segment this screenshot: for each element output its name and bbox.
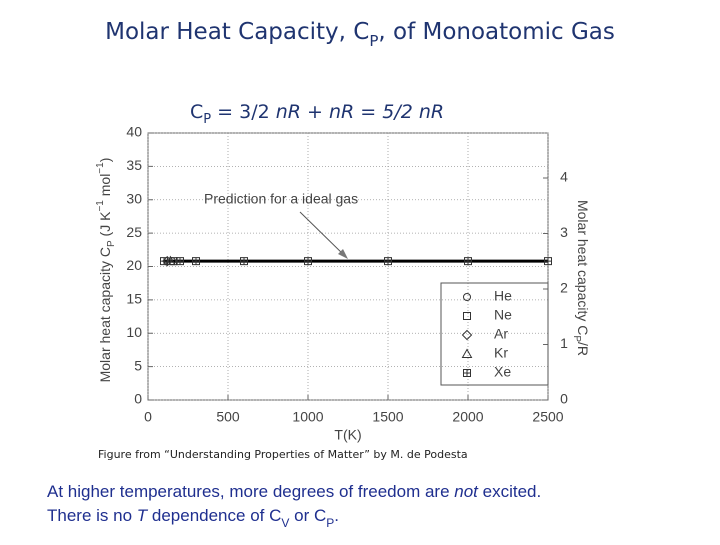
annotation: Prediction for a ideal gas bbox=[204, 191, 358, 207]
y2-tick-label: 0 bbox=[560, 391, 568, 407]
marker bbox=[160, 257, 168, 266]
legend-label: Ne bbox=[494, 307, 512, 323]
marker bbox=[461, 348, 473, 358]
formula-part: n bbox=[419, 101, 431, 123]
x-tick-label: 1000 bbox=[292, 409, 323, 425]
formula-subscript: P bbox=[203, 112, 211, 127]
marker bbox=[463, 293, 471, 301]
caption: Figure from “Understanding Properties of… bbox=[98, 448, 468, 461]
marker bbox=[461, 329, 473, 341]
arrow-head bbox=[338, 249, 348, 259]
marker bbox=[544, 257, 552, 266]
title-subscript: P bbox=[369, 32, 378, 50]
formula: CP = 3/2 nR + nR = 5/2 nR bbox=[190, 101, 444, 128]
legend-label: Kr bbox=[494, 345, 508, 361]
marker bbox=[304, 257, 312, 266]
legend-label: Xe bbox=[494, 364, 511, 380]
y-tick-label: 30 bbox=[126, 190, 142, 206]
chart: 0 5 10 15 20 25 30 35 40 0 500 1000 1500 2000 2500 0 1 2 3… bbox=[126, 124, 568, 425]
footer-part: not bbox=[454, 482, 479, 501]
formula-part: R bbox=[431, 101, 444, 123]
y2-tick-label: 3 bbox=[560, 224, 568, 240]
formula-part: n bbox=[329, 101, 341, 123]
marker bbox=[165, 255, 176, 266]
footer-line: There is no T dependence of CV or CP. bbox=[47, 506, 339, 530]
y2-tick-label: 2 bbox=[560, 280, 568, 296]
x-tick-label: 500 bbox=[216, 409, 240, 425]
title-part: , of Monoatomic Gas bbox=[378, 19, 615, 45]
marker bbox=[384, 257, 392, 266]
marker bbox=[192, 257, 200, 266]
legend-box bbox=[440, 282, 549, 386]
footer-part: dependence of C bbox=[147, 506, 281, 525]
x-axis-label: T(K) bbox=[334, 427, 361, 443]
label-subscript: P bbox=[106, 240, 117, 247]
footer-part: At higher temperatures, more degrees of … bbox=[47, 482, 454, 501]
slide-title: Molar Heat Capacity, CP, of Monoatomic G… bbox=[105, 19, 615, 50]
y-tick-label: 5 bbox=[134, 357, 142, 373]
marker bbox=[240, 257, 248, 266]
legend-label: He bbox=[494, 288, 512, 304]
label-part: mol bbox=[97, 174, 113, 200]
legend-label: Ar bbox=[494, 326, 508, 342]
y-tick-label: 10 bbox=[126, 324, 142, 340]
marker bbox=[463, 312, 471, 320]
marker bbox=[463, 369, 471, 377]
y2-tick-label: 4 bbox=[560, 169, 568, 185]
y-axis-label: Molar heat capacity CP (J K−1 mol−1) bbox=[95, 158, 117, 383]
label-superscript: −1 bbox=[95, 162, 106, 174]
label-part: (J K bbox=[97, 211, 113, 240]
y-tick-label: 15 bbox=[126, 291, 142, 307]
label-part: Molar heat capacity C bbox=[97, 247, 113, 382]
footer-subscript: P bbox=[326, 516, 334, 530]
footer-subscript: V bbox=[281, 516, 289, 530]
formula-part: C bbox=[190, 101, 203, 123]
footer-part: or C bbox=[289, 506, 326, 525]
y-tick-label: 0 bbox=[134, 391, 142, 407]
y2-tick-label: 1 bbox=[560, 335, 568, 351]
marker bbox=[464, 257, 472, 266]
y2-axis-label: Molar heat capacity CP/R bbox=[571, 200, 591, 356]
footer-part: There is no bbox=[47, 506, 137, 525]
formula-part: R + bbox=[288, 101, 329, 123]
x-tick-label: 0 bbox=[144, 409, 152, 425]
formula-part: R = 5/2 bbox=[341, 101, 419, 123]
x-tick-label: 2500 bbox=[532, 409, 563, 425]
y-tick-label: 40 bbox=[126, 124, 142, 140]
footer-line: At higher temperatures, more degrees of … bbox=[47, 482, 541, 501]
x-tick-label: 2000 bbox=[452, 409, 483, 425]
label-superscript: −1 bbox=[95, 200, 106, 212]
y-tick-label: 20 bbox=[126, 257, 142, 273]
formula-part: = 3/2 bbox=[211, 101, 276, 123]
marker bbox=[176, 257, 184, 266]
label-subscript: P bbox=[571, 335, 582, 342]
label-part: ) bbox=[97, 158, 113, 163]
footer-part: T bbox=[137, 506, 149, 525]
annotation-arrow bbox=[299, 211, 347, 258]
footer-part: . bbox=[334, 506, 339, 525]
x-tick-label: 1500 bbox=[372, 409, 403, 425]
y-tick-label: 25 bbox=[126, 224, 142, 240]
title-part: Molar Heat Capacity, C bbox=[105, 19, 369, 45]
label-part: /R bbox=[575, 342, 591, 356]
footer-part: excited. bbox=[478, 482, 541, 501]
formula-part: n bbox=[276, 101, 288, 123]
label-part: Molar heat capacity C bbox=[575, 200, 591, 335]
y-tick-label: 35 bbox=[126, 157, 142, 173]
